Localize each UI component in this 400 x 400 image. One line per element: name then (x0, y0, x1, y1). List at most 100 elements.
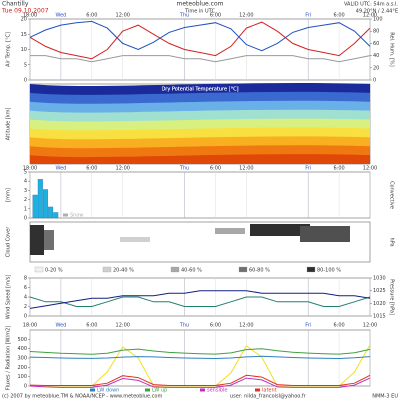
y2-tick-label: 0 (373, 78, 376, 84)
time-label: 12:00 (239, 323, 253, 329)
date: Tue 09.10.2007 (1, 8, 49, 15)
panel-title: Dry Potential Temperature [°C] (161, 87, 238, 93)
time-label: 18:00 (23, 13, 37, 19)
legend-label: latent (262, 388, 277, 394)
bar (42, 189, 48, 219)
time-label: Wed (55, 13, 66, 19)
y-tick-label: 100 (17, 374, 27, 380)
legend-swatch (238, 266, 248, 273)
legend-swatch (200, 388, 205, 392)
y-tick-label: 500 (17, 337, 27, 343)
time-label: 6:00 (86, 13, 97, 19)
legend-swatch (306, 266, 316, 273)
legend-label: 40-60 % (181, 268, 202, 274)
y2-tick-label: 60 (373, 41, 379, 47)
series-line (29, 20, 371, 52)
y2-tick-label: 1030 (373, 276, 386, 282)
cloud-patch (30, 225, 44, 255)
y-tick-label: 10 (21, 47, 27, 53)
time-label: 6:00 (333, 13, 344, 19)
legend-label: 80-100 % (317, 268, 341, 274)
legend-swatch (63, 213, 68, 217)
legend-swatch (90, 388, 95, 392)
y2-axis-label: hPa (389, 237, 395, 246)
user: user: nilda_francoisl@yahoo.fr (230, 394, 307, 400)
time-label: 6:00 (210, 166, 221, 172)
time-label: 18:00 (23, 323, 37, 329)
legend-label: Snow (70, 213, 84, 219)
y2-tick-label: 40 (373, 53, 379, 59)
cloud-patch (120, 237, 150, 242)
series-line (30, 55, 371, 63)
cloud-patch (215, 228, 245, 234)
y2-tick-label: 80 (373, 29, 379, 35)
legend-label: 20-40 % (113, 268, 134, 274)
coords: 49.20°N / 2.44°E (356, 9, 398, 15)
y-tick-label: 20 (21, 17, 27, 23)
series-line (29, 290, 371, 309)
bar (37, 179, 43, 219)
copyright: (c) 2007 by meteoblue.TM & NOAA/NCEP - w… (2, 394, 162, 400)
legend-label: LW up (152, 388, 167, 394)
y-axis-label: Air Temp. [°C] (6, 32, 12, 67)
y-tick-label: 0 (24, 314, 27, 320)
y-tick-label: 15 (21, 32, 27, 38)
time-label: Thu (179, 13, 189, 19)
y-axis-label: Fluxes / Radiation [W/m2] (6, 326, 12, 391)
time-label: 12:00 (239, 13, 253, 19)
time-label: Fri (305, 323, 311, 329)
cloud-patch (300, 226, 350, 242)
series-line (29, 21, 371, 60)
time-label: Thu (179, 323, 189, 329)
y2-axis-label: Rel. Hum. [%] (389, 32, 395, 67)
legend-label: 0-20 % (45, 268, 63, 274)
bar (32, 194, 38, 219)
y-tick-label: 4 (24, 179, 27, 185)
time-label: 12:00 (116, 323, 130, 329)
bar (48, 206, 54, 219)
series-line (29, 355, 371, 360)
legend-swatch (33, 213, 38, 217)
panel-title: Dry Potential Temperature [°C] (161, 87, 238, 93)
y-tick-label: 8 (24, 276, 27, 282)
bar (53, 212, 59, 219)
y-axis-label: Cloud Cover (6, 226, 12, 257)
series-line (29, 296, 371, 307)
y-tick-label: 5 (24, 170, 27, 176)
time-label: 12:00 (116, 13, 130, 19)
y-tick-label: 400 (17, 346, 27, 352)
y2-tick-label: 1020 (373, 301, 386, 307)
series-line (29, 348, 371, 355)
y2-tick-label: 1025 (373, 288, 386, 294)
legend-swatch (255, 388, 260, 392)
y-tick-label: 2 (24, 304, 27, 310)
time-label: Thu (179, 166, 189, 172)
y-axis-label: Wind Speed [m/s] (6, 275, 12, 320)
legend-swatch (170, 266, 180, 273)
y-tick-label: 200 (17, 365, 27, 371)
time-label: 6:00 (86, 166, 97, 172)
contour-band (30, 154, 370, 164)
time-label: 6:00 (210, 13, 221, 19)
y-tick-label: 4 (24, 295, 27, 301)
legend-label: sensible (207, 388, 227, 394)
legend-swatch (102, 266, 112, 273)
cloud-patch (44, 230, 54, 250)
time-label: Wed (55, 166, 66, 172)
time-label: 6:00 (210, 323, 221, 329)
time-label: Wed (55, 323, 66, 329)
legend-swatch (145, 388, 150, 392)
legend-label: LW down (97, 388, 119, 394)
cloud-patch (250, 224, 310, 236)
y2-axis-label: Pressure [hPa] (389, 279, 395, 315)
time-label: 12:00 (363, 13, 377, 19)
y-axis-label: [mm] (6, 188, 12, 202)
location: Chantilly (2, 1, 29, 8)
elevation: VALID UTC: 54m a.s.l. (344, 2, 398, 8)
y-axis-label: Altitude [km] (6, 108, 12, 141)
time-label: Fri (305, 166, 311, 172)
time-label: 6:00 (333, 323, 344, 329)
time-label: Fri (305, 13, 311, 19)
y-tick-label: 6 (24, 285, 27, 291)
